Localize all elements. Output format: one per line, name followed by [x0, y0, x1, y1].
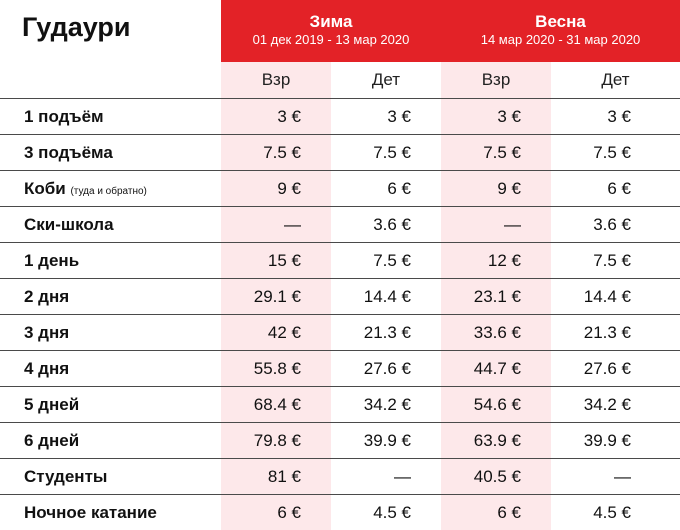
price-cell: 4.5 €: [551, 495, 680, 530]
price-cell: 6 €: [441, 495, 551, 530]
price-cell: 4.5 €: [331, 495, 441, 530]
price-cell: 39.9 €: [331, 423, 441, 459]
row-label-text: Коби: [24, 179, 66, 198]
row-label: 5 дней: [0, 387, 221, 423]
row-label: 1 день: [0, 243, 221, 279]
price-cell: 7.5 €: [441, 135, 551, 171]
price-cell: 34.2 €: [551, 387, 680, 423]
price-cell: 7.5 €: [221, 135, 331, 171]
price-cell: 15 €: [221, 243, 331, 279]
price-cell: —: [331, 459, 441, 495]
price-cell: 3 €: [221, 99, 331, 135]
season-winter-dates: 01 дек 2019 - 13 мар 2020: [221, 32, 441, 62]
price-cell: 79.8 €: [221, 423, 331, 459]
column-header: Дет: [331, 62, 441, 99]
price-cell: 81 €: [221, 459, 331, 495]
season-winter-name: Зима: [221, 0, 441, 32]
row-label-text: Ски-школа: [24, 215, 114, 234]
row-label-text: 4 дня: [24, 359, 69, 378]
row-label-text: 3 подъёма: [24, 143, 113, 162]
price-cell: 63.9 €: [441, 423, 551, 459]
price-cell: 3 €: [331, 99, 441, 135]
row-label-text: Ночное катание: [24, 503, 157, 522]
price-cell: 44.7 €: [441, 351, 551, 387]
row-label: Ски-школа: [0, 207, 221, 243]
column-header: Взр: [221, 62, 331, 99]
season-spring-dates: 14 мар 2020 - 31 мар 2020: [441, 32, 680, 62]
row-label-text: 5 дней: [24, 395, 79, 414]
price-cell: 34.2 €: [331, 387, 441, 423]
row-label: 6 дней: [0, 423, 221, 459]
row-label: 4 дня: [0, 351, 221, 387]
price-cell: 39.9 €: [551, 423, 680, 459]
price-cell: 12 €: [441, 243, 551, 279]
row-label: 1 подъём: [0, 99, 221, 135]
price-cell: —: [221, 207, 331, 243]
row-label-note: (туда и обратно): [70, 186, 146, 197]
row-label: 2 дня: [0, 279, 221, 315]
table-row: Коби (туда и обратно)9 €6 €9 €6 €: [0, 171, 680, 207]
price-cell: —: [551, 459, 680, 495]
price-cell: 6 €: [551, 171, 680, 207]
price-cell: 3 €: [441, 99, 551, 135]
price-cell: 6 €: [221, 495, 331, 530]
price-cell: 40.5 €: [441, 459, 551, 495]
column-header: Дет: [551, 62, 680, 99]
table-row: Ски-школа—3.6 €—3.6 €: [0, 207, 680, 243]
price-cell: 3 €: [551, 99, 680, 135]
price-cell: 14.4 €: [551, 279, 680, 315]
price-cell: 27.6 €: [331, 351, 441, 387]
row-label-text: 3 дня: [24, 323, 69, 342]
price-cell: 3.6 €: [331, 207, 441, 243]
column-header: Взр: [441, 62, 551, 99]
price-cell: 21.3 €: [331, 315, 441, 351]
row-label: 3 подъёма: [0, 135, 221, 171]
row-label-text: 1 подъём: [24, 107, 104, 126]
price-cell: 9 €: [221, 171, 331, 207]
price-cell: 7.5 €: [331, 135, 441, 171]
price-cell: 21.3 €: [551, 315, 680, 351]
header-spacer: [0, 62, 221, 99]
row-label: Коби (туда и обратно): [0, 171, 221, 207]
price-cell: 7.5 €: [551, 243, 680, 279]
row-label-text: 1 день: [24, 251, 79, 270]
price-cell: 3.6 €: [551, 207, 680, 243]
price-cell: 33.6 €: [441, 315, 551, 351]
season-spring-name: Весна: [441, 0, 680, 32]
price-cell: 42 €: [221, 315, 331, 351]
price-cell: 68.4 €: [221, 387, 331, 423]
row-label: Ночное катание: [0, 495, 221, 530]
row-label-text: 2 дня: [24, 287, 69, 306]
row-label: Студенты: [0, 459, 221, 495]
price-cell: 6 €: [331, 171, 441, 207]
row-label: 3 дня: [0, 315, 221, 351]
price-cell: 29.1 €: [221, 279, 331, 315]
row-label-text: 6 дней: [24, 431, 79, 450]
price-cell: 55.8 €: [221, 351, 331, 387]
price-cell: 54.6 €: [441, 387, 551, 423]
row-label-text: Студенты: [24, 467, 107, 486]
price-cell: 9 €: [441, 171, 551, 207]
price-cell: 27.6 €: [551, 351, 680, 387]
price-cell: 23.1 €: [441, 279, 551, 315]
price-cell: —: [441, 207, 551, 243]
price-cell: 14.4 €: [331, 279, 441, 315]
price-cell: 7.5 €: [551, 135, 680, 171]
price-cell: 7.5 €: [331, 243, 441, 279]
page-title: Гудаури: [0, 0, 221, 62]
